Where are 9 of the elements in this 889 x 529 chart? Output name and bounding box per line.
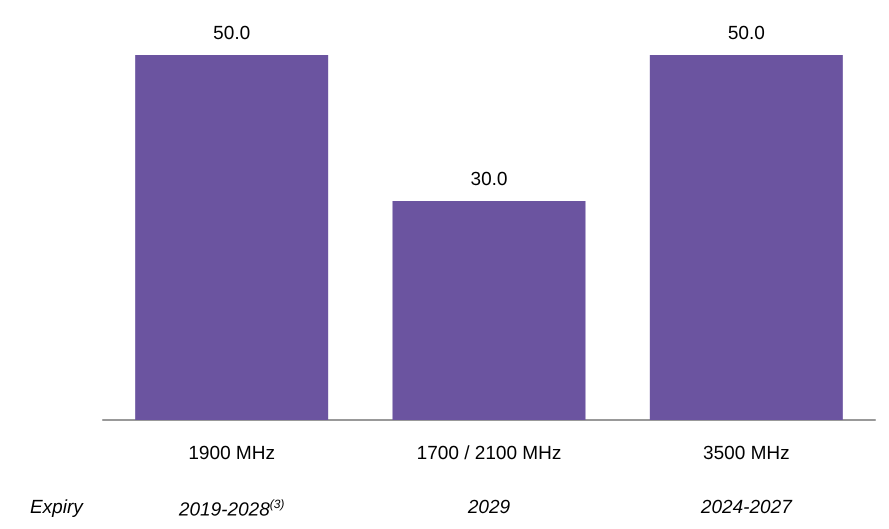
- x-tick-label: 1700 / 2100 MHz: [416, 443, 562, 464]
- text: 2024-2027: [700, 497, 794, 518]
- x-tick-label: 1900 MHz: [188, 443, 275, 464]
- text: 2029: [466, 497, 511, 518]
- data-label: 50.0: [728, 23, 765, 44]
- text: Expiry: [30, 497, 84, 518]
- data-label: 30.0: [470, 169, 508, 190]
- data-label: 50.0: [213, 23, 250, 44]
- x-tick-label: 3500 MHz: [703, 443, 790, 464]
